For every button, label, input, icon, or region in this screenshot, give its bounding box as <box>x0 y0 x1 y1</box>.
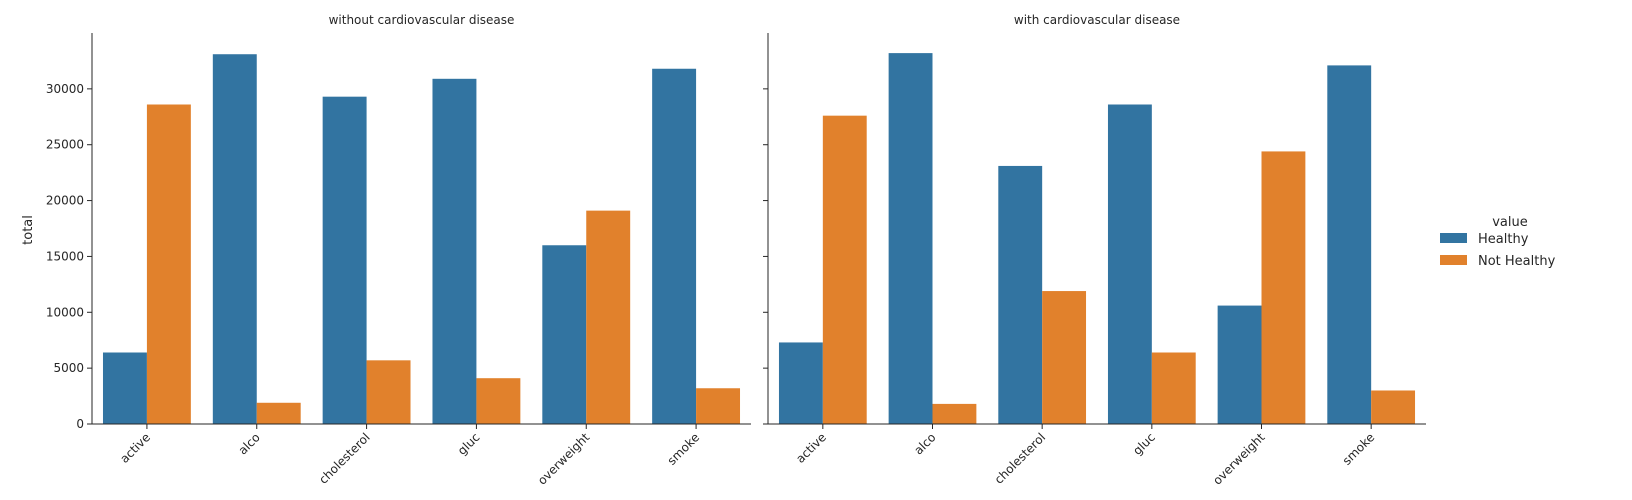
y-tick-label: 0 <box>76 417 84 431</box>
bar-not-healthy-gluc <box>476 378 521 424</box>
bar-healthy-overweight <box>1217 305 1262 424</box>
x-tick-label: cholesterol <box>316 430 373 487</box>
bar-not-healthy-smoke <box>1371 390 1416 424</box>
bar-healthy-alco <box>212 54 257 425</box>
x-tick-label: overweight <box>535 430 593 488</box>
bar-not-healthy-overweight <box>1261 151 1306 424</box>
x-tick-label: smoke <box>665 430 703 468</box>
bar-not-healthy-active <box>822 115 867 424</box>
y-tick-label: 25000 <box>46 138 84 152</box>
legend-swatch-healthy <box>1440 233 1467 243</box>
x-tick-label: cholesterol <box>992 430 1049 487</box>
legend-title: value <box>1492 215 1528 230</box>
panel-title: with cardiovascular disease <box>1014 13 1180 27</box>
y-tick-label: 15000 <box>46 249 84 263</box>
bar-healthy-active <box>778 342 823 424</box>
bar-healthy-overweight <box>542 245 587 424</box>
bar-healthy-gluc <box>432 78 477 424</box>
bar-not-healthy-active <box>146 104 191 425</box>
x-tick-label: smoke <box>1340 430 1378 468</box>
y-tick-label: 5000 <box>53 361 84 375</box>
bar-not-healthy-overweight <box>586 210 631 424</box>
panel-title: without cardiovascular disease <box>329 13 515 27</box>
bar-not-healthy-gluc <box>1151 352 1196 424</box>
bar-not-healthy-alco <box>256 402 301 424</box>
bar-healthy-gluc <box>1107 104 1152 425</box>
x-tick-label: active <box>793 430 829 466</box>
bar-not-healthy-alco <box>932 403 977 424</box>
bar-healthy-smoke <box>652 68 697 425</box>
y-tick-label: 20000 <box>46 194 84 208</box>
panel-without-cvd: without cardiovascular disease 0 5000 10000… <box>46 13 751 488</box>
y-tick-label: 10000 <box>46 305 84 319</box>
bar-healthy-active <box>102 352 147 424</box>
bar-not-healthy-cholesterol <box>366 360 411 424</box>
legend-label-healthy: Healthy <box>1478 232 1529 247</box>
legend: value Healthy Not Healthy <box>1440 215 1556 269</box>
legend-swatch-not-healthy <box>1440 255 1467 265</box>
bar-healthy-alco <box>888 53 933 424</box>
x-tick-label: overweight <box>1210 430 1268 488</box>
x-tick-label: gluc <box>1130 430 1158 458</box>
x-tick-label: active <box>117 430 153 466</box>
legend-label-not-healthy: Not Healthy <box>1478 254 1556 269</box>
bar-healthy-smoke <box>1327 65 1372 424</box>
x-tick-label: alco <box>236 430 263 457</box>
panel-with-cvd: with cardiovascular disease active alco cho… <box>763 13 1426 488</box>
bar-healthy-cholesterol <box>998 165 1043 424</box>
x-tick-label: alco <box>911 430 938 457</box>
bar-not-healthy-cholesterol <box>1042 291 1087 424</box>
y-axis-label: total <box>21 215 36 245</box>
bar-healthy-cholesterol <box>322 96 367 425</box>
x-tick-label: gluc <box>455 430 483 458</box>
y-tick-label: 30000 <box>46 82 84 96</box>
bar-not-healthy-smoke <box>696 388 741 424</box>
